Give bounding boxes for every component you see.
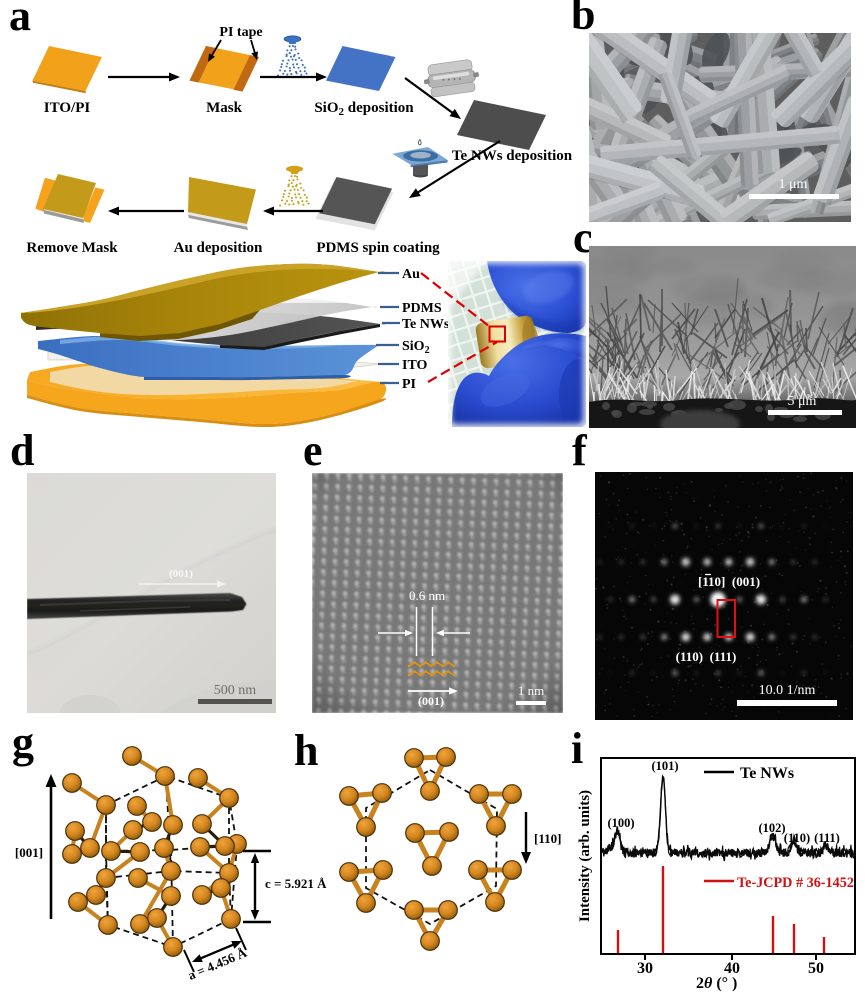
- svg-text:Mask: Mask: [206, 100, 242, 116]
- svg-text:i: i: [571, 724, 583, 773]
- svg-text:500 nm: 500 nm: [214, 683, 257, 698]
- svg-text:b: b: [571, 0, 595, 39]
- svg-text:Intensity (arb. units): Intensity (arb. units): [577, 790, 593, 922]
- svg-text:[110]: [110]: [534, 831, 561, 846]
- svg-text:d: d: [10, 426, 34, 475]
- svg-text:(110): (110): [784, 831, 810, 845]
- svg-text:Au: Au: [402, 267, 420, 282]
- svg-text:ITO: ITO: [402, 358, 428, 373]
- svg-text:c = 5.921 Å: c = 5.921 Å: [265, 876, 327, 891]
- svg-text:40: 40: [724, 960, 740, 977]
- svg-text:Te NWs deposition: Te NWs deposition: [452, 148, 573, 164]
- svg-text:g: g: [12, 718, 34, 767]
- svg-text:0.6 nm: 0.6 nm: [409, 588, 445, 603]
- svg-text:PDMS: PDMS: [402, 301, 442, 316]
- svg-text:ITO/PI: ITO/PI: [44, 100, 91, 116]
- svg-text:2θ (° ): 2θ (° ): [696, 975, 737, 991]
- svg-text:(101): (101): [651, 759, 678, 773]
- svg-text:30: 30: [637, 960, 653, 977]
- svg-text:(100): (100): [607, 816, 634, 830]
- svg-text:e: e: [303, 426, 323, 475]
- svg-text:PI tape: PI tape: [219, 25, 262, 40]
- svg-text:Te-JCPD # 36-1452: Te-JCPD # 36-1452: [737, 875, 854, 891]
- svg-text:SiO2: SiO2: [402, 339, 430, 356]
- svg-text:Te NWs: Te NWs: [740, 765, 794, 782]
- svg-text:1 μm: 1 μm: [779, 177, 808, 192]
- svg-text:(102): (102): [758, 821, 785, 835]
- svg-text:c: c: [573, 213, 593, 262]
- svg-text:h: h: [294, 726, 318, 775]
- svg-text:PI: PI: [402, 377, 416, 392]
- svg-text:Remove Mask: Remove Mask: [26, 240, 118, 256]
- svg-text:[110] (001): [110] (001): [698, 574, 760, 589]
- svg-text:f: f: [572, 426, 588, 475]
- svg-text:10.0 1/nm: 10.0 1/nm: [759, 683, 816, 698]
- svg-text:1 nm: 1 nm: [518, 683, 544, 698]
- svg-text:Te NWs: Te NWs: [402, 317, 450, 332]
- svg-text:(111): (111): [814, 831, 840, 845]
- svg-text:Au deposition: Au deposition: [174, 240, 263, 256]
- svg-text:SiO2 deposition: SiO2 deposition: [314, 100, 414, 118]
- svg-text:5 μm: 5 μm: [788, 394, 817, 409]
- svg-text:a: a: [9, 0, 31, 40]
- svg-text:[001]: [001]: [15, 845, 43, 860]
- svg-text:(001): (001): [169, 568, 193, 580]
- svg-text:(001): (001): [418, 694, 444, 708]
- svg-text:PDMS spin coating: PDMS spin coating: [316, 240, 440, 256]
- svg-text:(110) (111): (110) (111): [676, 649, 737, 664]
- svg-text:50: 50: [808, 960, 824, 977]
